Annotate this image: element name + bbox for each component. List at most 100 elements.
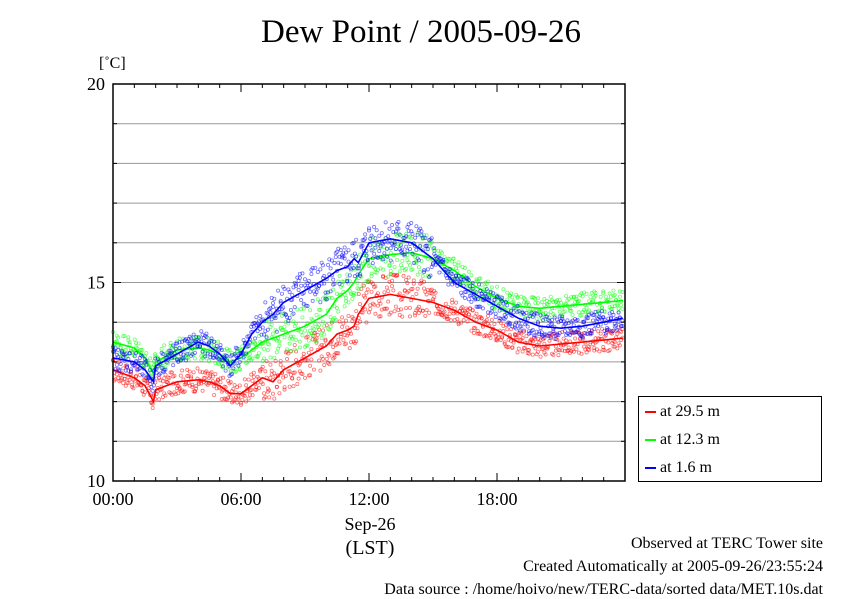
observation-point <box>381 275 386 280</box>
observation-point <box>194 383 199 388</box>
observation-point <box>612 344 617 349</box>
observation-point <box>400 265 405 270</box>
observation-point <box>232 383 237 388</box>
observation-point <box>550 321 555 326</box>
observation-point <box>192 356 197 361</box>
observation-point <box>206 359 211 364</box>
observation-point <box>523 297 528 302</box>
observation-point <box>450 300 455 305</box>
observation-point <box>336 309 341 314</box>
observation-point <box>291 319 296 324</box>
observation-point <box>346 248 351 253</box>
observation-point <box>503 323 508 328</box>
observation-point <box>386 274 391 279</box>
observation-point <box>255 329 260 334</box>
observation-point <box>519 324 524 329</box>
observation-point <box>392 265 397 270</box>
observation-point <box>182 389 187 394</box>
observation-point <box>233 369 238 374</box>
observation-point <box>347 279 352 284</box>
observation-point <box>603 331 608 336</box>
observation-point <box>428 273 433 278</box>
observation-point <box>422 286 427 291</box>
observation-point <box>363 236 368 241</box>
observation-point <box>464 290 469 295</box>
observation-point <box>296 376 301 381</box>
observation-point <box>511 340 516 345</box>
observation-point <box>327 362 332 367</box>
observation-point <box>369 271 374 276</box>
observation-point <box>283 374 288 379</box>
observation-point <box>317 323 322 328</box>
y-tick-label: 10 <box>87 471 105 491</box>
observation-point <box>259 332 264 337</box>
observation-point <box>383 259 388 264</box>
observation-point <box>296 288 301 293</box>
observation-point <box>404 244 409 249</box>
observation-point <box>574 347 579 352</box>
observation-point <box>576 298 581 303</box>
observation-point <box>369 289 374 294</box>
observation-point <box>313 330 318 335</box>
observation-point <box>351 265 356 270</box>
observation-point <box>268 355 273 360</box>
observation-point <box>244 351 249 356</box>
observation-point <box>537 330 542 335</box>
legend-item-29-5m: at 29.5 m <box>645 403 720 423</box>
observation-point <box>185 351 190 356</box>
observation-point <box>382 290 387 295</box>
observation-point <box>437 307 442 312</box>
observation-point <box>534 329 539 334</box>
observation-point <box>218 343 223 348</box>
observation-point <box>311 367 316 372</box>
observation-point <box>547 318 552 323</box>
observation-point <box>262 332 267 337</box>
observation-point <box>384 306 389 311</box>
observation-point <box>561 336 566 341</box>
observation-point <box>351 316 356 321</box>
observation-point <box>470 286 475 291</box>
observation-point <box>354 237 359 242</box>
observation-point <box>218 380 223 385</box>
observation-point <box>268 310 273 315</box>
observation-point <box>180 368 185 373</box>
observation-point <box>501 329 506 334</box>
observation-point <box>501 287 506 292</box>
observation-point <box>254 315 259 320</box>
observation-point <box>122 376 127 381</box>
observation-point <box>163 372 168 377</box>
observation-point <box>113 367 118 372</box>
observation-point <box>356 287 361 292</box>
observation-point <box>392 242 397 247</box>
observation-point <box>437 270 442 275</box>
observation-point <box>277 343 282 348</box>
observation-point <box>502 340 507 345</box>
observation-point <box>528 314 533 319</box>
observation-point <box>196 381 201 386</box>
observation-point <box>373 236 378 241</box>
observation-point <box>302 375 307 380</box>
observation-point <box>422 270 427 275</box>
observation-point <box>221 375 226 380</box>
observation-point <box>320 356 325 361</box>
observation-point <box>564 294 569 299</box>
observation-point <box>278 362 283 367</box>
observation-point <box>570 312 575 317</box>
observation-point <box>132 363 137 368</box>
observation-point <box>114 372 119 377</box>
observation-point <box>584 291 589 296</box>
observation-point <box>333 317 338 322</box>
observation-point <box>217 357 222 362</box>
observation-point <box>260 325 265 330</box>
observation-point <box>272 355 277 360</box>
observation-point <box>119 348 124 353</box>
observation-point <box>364 290 369 295</box>
observation-point <box>456 273 461 278</box>
observation-point <box>533 333 538 338</box>
observation-point <box>503 299 508 304</box>
observation-point <box>491 291 496 296</box>
observation-point <box>218 376 223 381</box>
observation-point <box>355 280 360 285</box>
observation-point <box>379 231 384 236</box>
observation-point <box>541 346 546 351</box>
